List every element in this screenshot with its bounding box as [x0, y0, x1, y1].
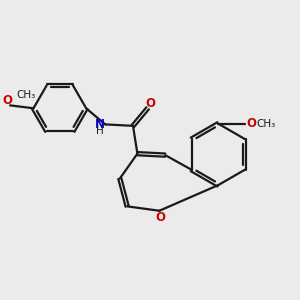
Text: CH₃: CH₃	[257, 119, 276, 129]
Text: O: O	[246, 117, 256, 130]
Text: O: O	[155, 211, 165, 224]
Text: H: H	[96, 126, 104, 136]
Text: O: O	[146, 97, 156, 110]
Text: O: O	[3, 94, 13, 106]
Text: CH₃: CH₃	[16, 90, 36, 100]
Text: N: N	[95, 118, 105, 131]
